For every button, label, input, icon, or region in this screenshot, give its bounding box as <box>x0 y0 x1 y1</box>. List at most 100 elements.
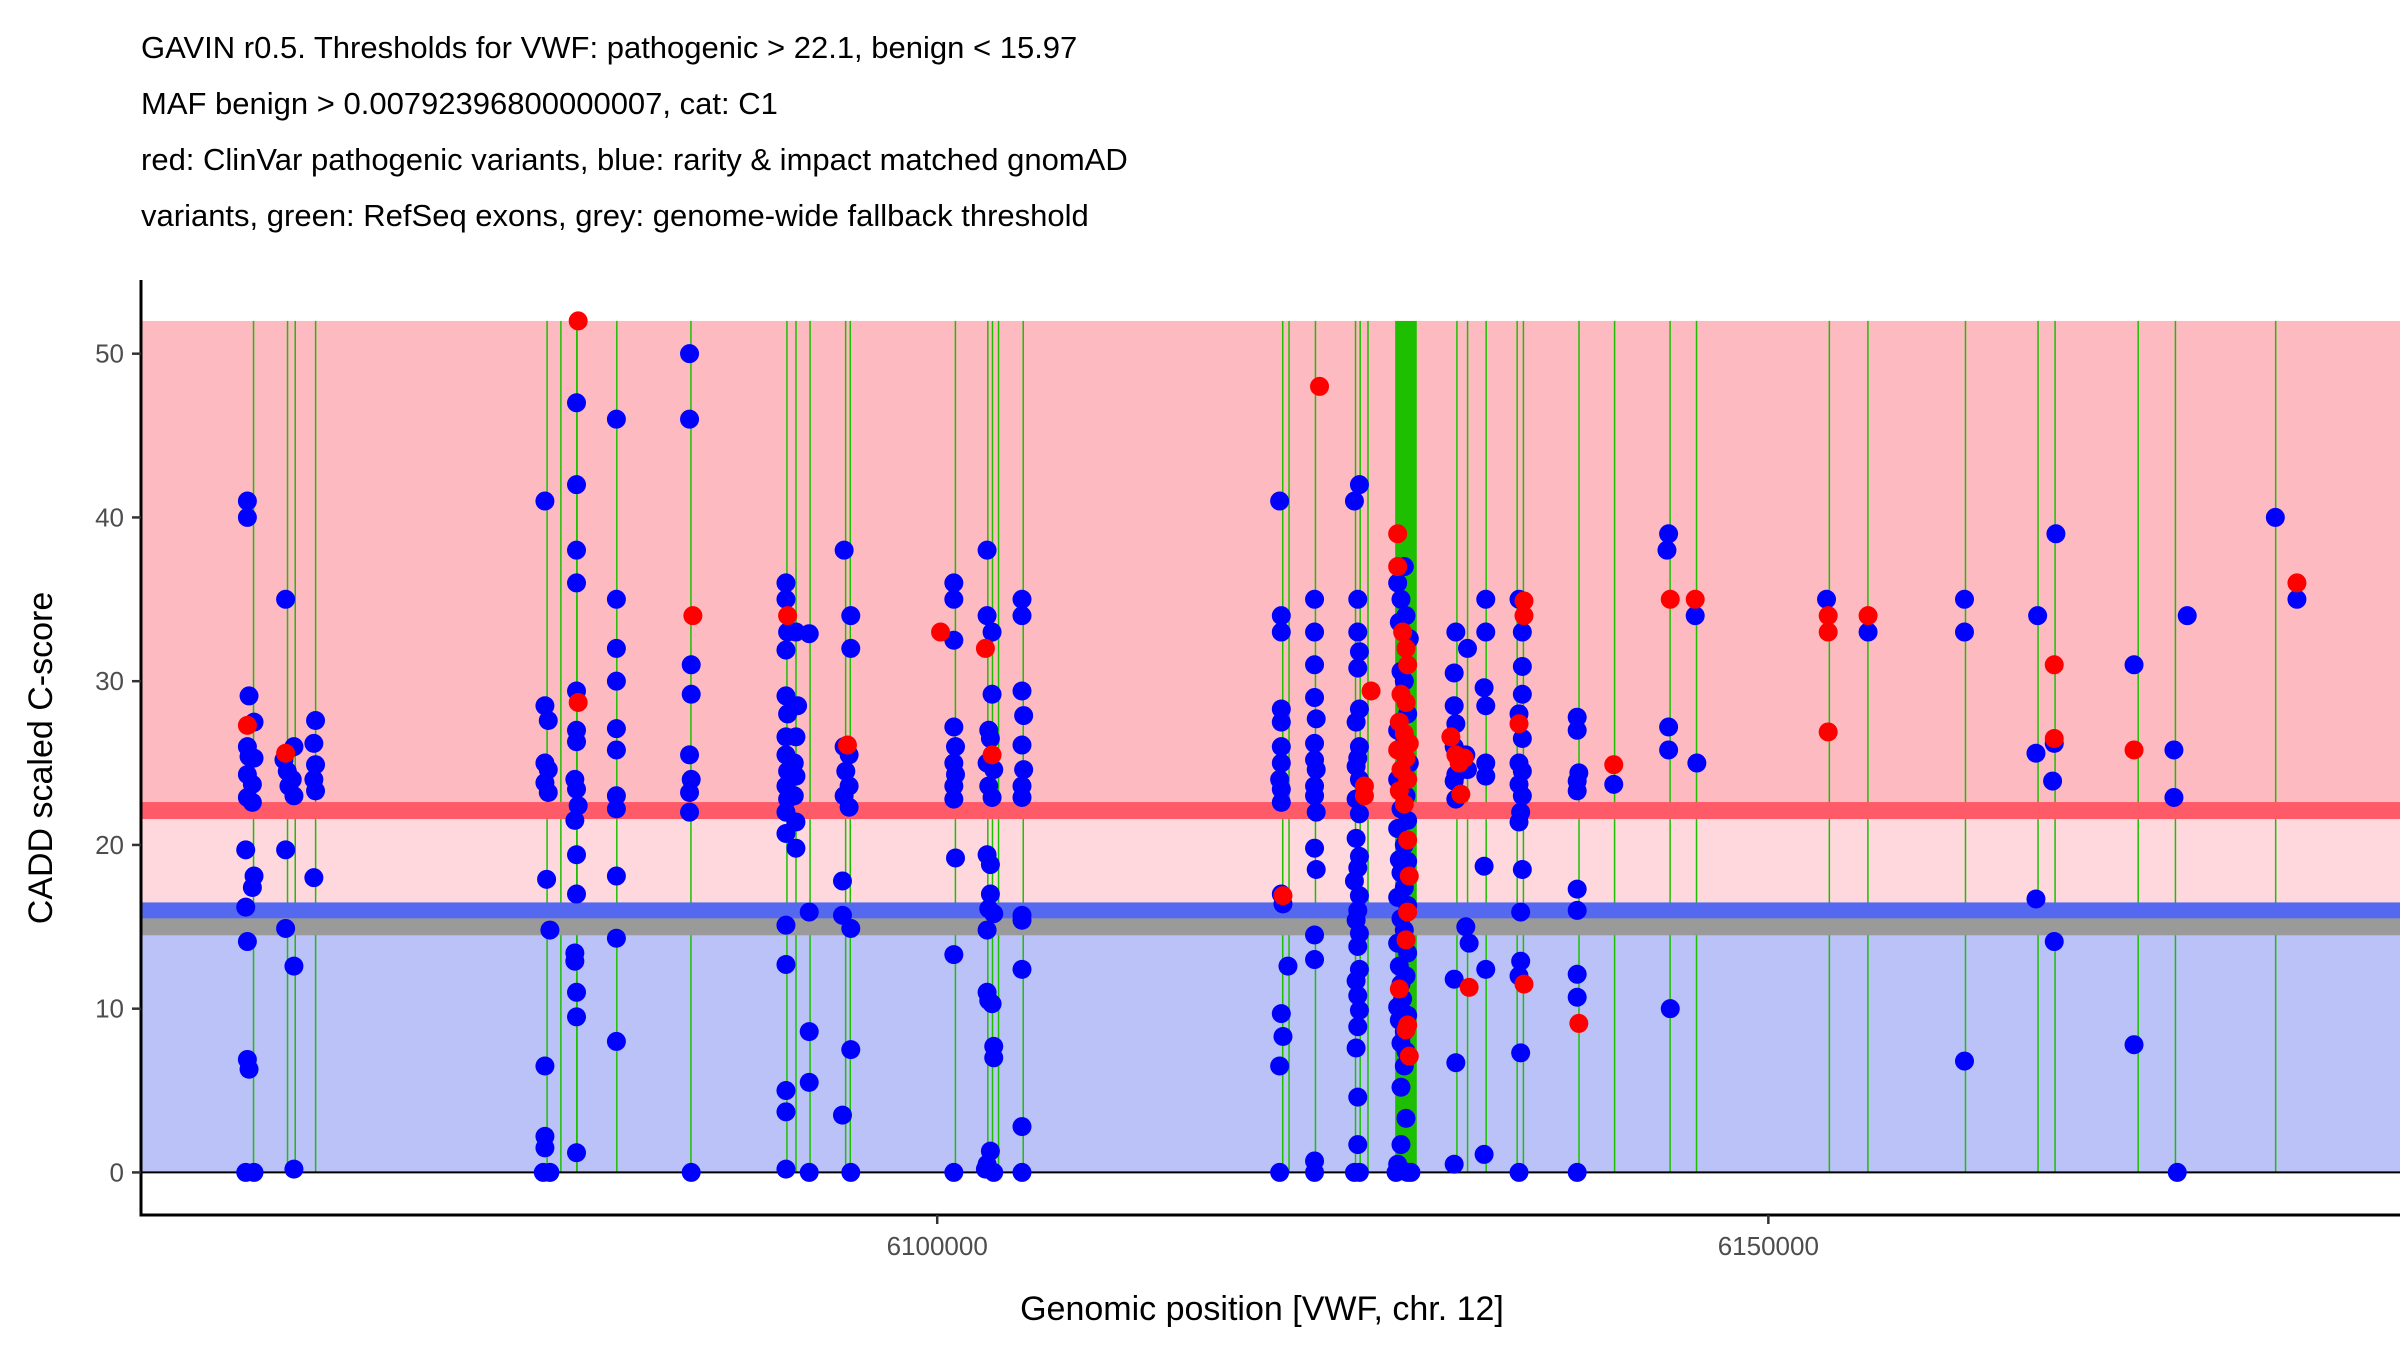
gnomad-point <box>237 507 257 527</box>
gnomad-point <box>786 812 806 832</box>
x-tick-label: 6100000 <box>887 1231 988 1261</box>
fallback-threshold-line <box>141 918 2400 936</box>
gnomad-point <box>832 871 852 891</box>
gnomad-point <box>1659 740 1679 760</box>
gnomad-point <box>244 748 264 768</box>
gnomad-point <box>606 928 626 948</box>
gnomad-point <box>2026 743 2046 763</box>
clinvar-point <box>276 743 296 763</box>
gnomad-point <box>606 589 626 609</box>
gnomad-point <box>1012 606 1032 626</box>
gnomad-point <box>984 760 1004 780</box>
clinvar-point <box>1509 714 1529 734</box>
gnomad-point <box>304 733 324 753</box>
gnomad-point <box>1306 802 1326 822</box>
gnomad-point <box>1659 717 1679 737</box>
clinvar-point <box>1354 786 1374 806</box>
gnomad-point <box>537 869 557 889</box>
exon-line <box>2274 320 2277 1173</box>
gnomad-point <box>538 710 558 730</box>
title-line-4: variants, green: RefSeq exons, grey: gen… <box>141 198 1089 233</box>
clinvar-point <box>568 311 588 331</box>
gnomad-point <box>944 776 964 796</box>
gnomad-point <box>567 884 587 904</box>
gnomad-point <box>242 774 262 794</box>
clinvar-point <box>1388 524 1408 544</box>
gnomad-point <box>977 920 997 940</box>
gnomad-point <box>1659 524 1679 544</box>
gnomad-point <box>982 787 1002 807</box>
gnomad-point <box>1271 737 1291 757</box>
x-tick-label: 6150000 <box>1718 1231 1819 1261</box>
clinvar-point <box>1399 1046 1419 1066</box>
clinvar-point <box>1818 622 1838 642</box>
gnomad-point <box>606 638 626 658</box>
gnomad-point <box>1512 622 1532 642</box>
clinvar-point <box>1396 930 1416 950</box>
gnomad-point <box>1012 787 1032 807</box>
clinvar-point <box>1441 727 1461 747</box>
clinvar-point <box>1514 974 1534 994</box>
gnomad-point <box>540 1162 560 1182</box>
gnomad-point <box>538 783 558 803</box>
exon-line <box>1578 320 1580 1173</box>
gnomad-point <box>237 491 257 511</box>
exon-line <box>1613 320 1616 1173</box>
gnomad-point <box>1391 589 1411 609</box>
gnomad-point <box>946 737 966 757</box>
gnomad-point <box>776 1159 796 1179</box>
gnomad-point <box>776 915 796 935</box>
gnomad-point <box>681 1162 701 1182</box>
gnomad-point <box>786 727 806 747</box>
gnomad-point <box>567 393 587 413</box>
gnomad-point <box>284 956 304 976</box>
gnomad-point <box>1346 712 1366 732</box>
gnomad-point <box>984 1048 1004 1068</box>
exon-line <box>997 320 1000 1173</box>
gnomad-point <box>1474 678 1494 698</box>
gnomad-point <box>841 1040 861 1060</box>
gnomad-point <box>1271 792 1291 812</box>
gnomad-point <box>1391 1135 1411 1155</box>
gnomad-point <box>540 920 560 940</box>
gnomad-point <box>606 740 626 760</box>
gnomad-point <box>567 732 587 752</box>
gnomad-point <box>1014 706 1034 726</box>
gnomad-point <box>1401 1162 1421 1182</box>
gnomad-point <box>284 786 304 806</box>
exon-line <box>1485 320 1487 1173</box>
gnomad-point <box>1567 964 1587 984</box>
pathogenic-zone <box>141 320 2400 811</box>
gnomad-point <box>2287 589 2307 609</box>
gnomad-point <box>1954 622 1974 642</box>
clinvar-point <box>931 622 951 642</box>
gnomad-point <box>1349 804 1369 824</box>
gnomad-point <box>982 684 1002 704</box>
gnomad-point <box>1305 589 1325 609</box>
clinvar-point <box>778 606 798 626</box>
clinvar-point <box>1398 830 1418 850</box>
clinvar-point <box>2287 573 2307 593</box>
title-line-2: MAF benign > 0.00792396800000007, cat: C… <box>141 86 778 121</box>
gnomad-point <box>980 728 1000 748</box>
gnomad-point <box>1305 733 1325 753</box>
gnomad-point <box>944 789 964 809</box>
gnomad-point <box>1349 475 1369 495</box>
gnomad-point <box>1305 655 1325 675</box>
gnomad-point <box>606 1031 626 1051</box>
gnomad-point <box>1444 1154 1464 1174</box>
clinvar-point <box>1393 622 1413 642</box>
gnomad-point <box>944 589 964 609</box>
gnomad-point <box>799 902 819 922</box>
gnomad-point <box>1012 959 1032 979</box>
gnomad-point <box>1512 859 1532 879</box>
clinvar-point <box>1399 866 1419 886</box>
y-tick-label: 20 <box>95 830 124 860</box>
gnomad-point <box>2164 787 2184 807</box>
gnomad-point <box>276 840 296 860</box>
pathogenic-threshold-line <box>141 802 2400 820</box>
gnomad-point <box>306 781 326 801</box>
gnomad-point <box>565 810 585 830</box>
gnomad-point <box>1270 1056 1290 1076</box>
gnomad-point <box>836 761 856 781</box>
